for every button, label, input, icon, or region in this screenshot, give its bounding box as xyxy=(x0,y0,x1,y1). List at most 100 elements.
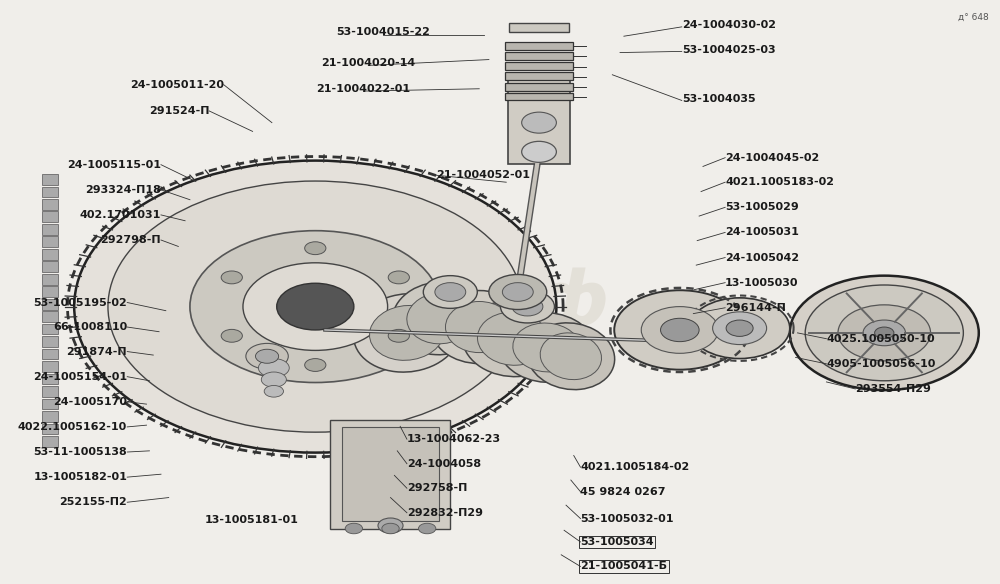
Text: 4905-1005056-10: 4905-1005056-10 xyxy=(826,359,936,369)
Text: 293554-П29: 293554-П29 xyxy=(855,384,931,394)
Bar xyxy=(505,83,573,91)
Circle shape xyxy=(863,320,905,346)
Text: 24-1004058: 24-1004058 xyxy=(407,458,481,469)
Text: 24-1005170: 24-1005170 xyxy=(53,397,127,407)
Bar xyxy=(42,411,58,422)
Bar xyxy=(42,174,58,185)
Circle shape xyxy=(435,283,466,301)
Ellipse shape xyxy=(513,323,581,372)
Text: 292758-П: 292758-П xyxy=(407,483,467,493)
Bar xyxy=(42,199,58,210)
Text: 45 9824 0267: 45 9824 0267 xyxy=(580,486,666,497)
Text: 53-1004035: 53-1004035 xyxy=(682,94,755,105)
Circle shape xyxy=(277,283,354,330)
Ellipse shape xyxy=(540,333,602,380)
Text: 24-1004045-02: 24-1004045-02 xyxy=(725,152,819,163)
Text: 402.1701031: 402.1701031 xyxy=(80,210,161,220)
Bar xyxy=(42,311,58,322)
Bar xyxy=(42,274,58,284)
Bar xyxy=(42,336,58,347)
Text: 21-1004022-01: 21-1004022-01 xyxy=(316,84,411,94)
Ellipse shape xyxy=(392,282,489,354)
Text: 53-1004025-03: 53-1004025-03 xyxy=(682,44,775,55)
Text: 13-1005181-01: 13-1005181-01 xyxy=(204,515,298,525)
Circle shape xyxy=(261,372,286,387)
Ellipse shape xyxy=(682,297,720,363)
Text: 291524-П: 291524-П xyxy=(149,106,209,116)
Bar xyxy=(505,93,573,100)
Circle shape xyxy=(388,329,409,342)
Circle shape xyxy=(790,276,979,390)
Bar xyxy=(42,361,58,372)
Text: 24-1004030-02: 24-1004030-02 xyxy=(682,19,776,30)
Circle shape xyxy=(345,523,363,534)
Circle shape xyxy=(726,320,753,336)
Text: Автольф: Автольф xyxy=(233,267,610,340)
Circle shape xyxy=(502,283,533,301)
Text: 13-1005182-01: 13-1005182-01 xyxy=(33,472,127,482)
Text: 53-1005034: 53-1005034 xyxy=(580,537,654,547)
Bar xyxy=(42,262,58,272)
Circle shape xyxy=(108,181,523,432)
Text: 24-1005042: 24-1005042 xyxy=(725,252,799,263)
Text: 21-1005041-Б: 21-1005041-Б xyxy=(580,561,667,572)
Circle shape xyxy=(305,359,326,371)
Circle shape xyxy=(423,276,477,308)
Circle shape xyxy=(500,290,554,323)
Text: 13-1004062-23: 13-1004062-23 xyxy=(407,434,501,444)
Ellipse shape xyxy=(445,301,513,353)
Bar xyxy=(505,42,573,50)
Ellipse shape xyxy=(527,323,615,390)
Circle shape xyxy=(489,274,547,310)
Circle shape xyxy=(258,359,289,377)
Bar xyxy=(505,52,573,60)
Text: 292798-П: 292798-П xyxy=(100,235,161,245)
Text: 53-1005032-01: 53-1005032-01 xyxy=(580,513,674,524)
Text: 66-1008110: 66-1008110 xyxy=(53,322,127,332)
Circle shape xyxy=(243,263,388,350)
Circle shape xyxy=(264,385,283,397)
Bar xyxy=(509,23,569,32)
Text: 13-1005030: 13-1005030 xyxy=(725,277,799,288)
Circle shape xyxy=(256,349,279,363)
Circle shape xyxy=(522,112,556,133)
Circle shape xyxy=(614,290,745,370)
Circle shape xyxy=(689,298,790,359)
Bar xyxy=(42,237,58,247)
Text: 53-11-1005138: 53-11-1005138 xyxy=(33,447,127,457)
Circle shape xyxy=(875,327,894,339)
Text: 4021.1005183-02: 4021.1005183-02 xyxy=(725,177,834,187)
Circle shape xyxy=(190,231,441,383)
Text: д° 648: д° 648 xyxy=(958,13,988,22)
Circle shape xyxy=(221,329,242,342)
Circle shape xyxy=(522,141,556,162)
Text: 21-1004020-14: 21-1004020-14 xyxy=(321,58,415,68)
Text: 53-1004015-22: 53-1004015-22 xyxy=(336,27,430,37)
Bar xyxy=(42,186,58,197)
Bar xyxy=(42,399,58,409)
Circle shape xyxy=(661,318,699,342)
Text: 24-1005154-01: 24-1005154-01 xyxy=(33,371,127,382)
Text: 291874-П: 291874-П xyxy=(67,346,127,357)
Bar xyxy=(42,286,58,297)
Bar xyxy=(42,211,58,222)
Text: 24-1005011-20: 24-1005011-20 xyxy=(130,79,224,90)
Ellipse shape xyxy=(477,312,549,365)
Ellipse shape xyxy=(498,312,595,383)
Ellipse shape xyxy=(407,293,474,344)
Circle shape xyxy=(221,271,242,284)
Bar xyxy=(42,436,58,447)
Text: 4021.1005184-02: 4021.1005184-02 xyxy=(580,462,690,472)
Circle shape xyxy=(418,523,436,534)
Circle shape xyxy=(713,312,767,345)
Circle shape xyxy=(246,343,288,369)
Circle shape xyxy=(838,305,931,361)
Circle shape xyxy=(805,285,963,381)
Bar xyxy=(42,423,58,434)
Circle shape xyxy=(641,307,718,353)
Circle shape xyxy=(512,297,543,316)
Bar xyxy=(42,224,58,235)
Text: 293324-П18: 293324-П18 xyxy=(85,185,161,195)
Circle shape xyxy=(378,518,403,533)
Text: 24-1005115-01: 24-1005115-01 xyxy=(67,159,161,170)
